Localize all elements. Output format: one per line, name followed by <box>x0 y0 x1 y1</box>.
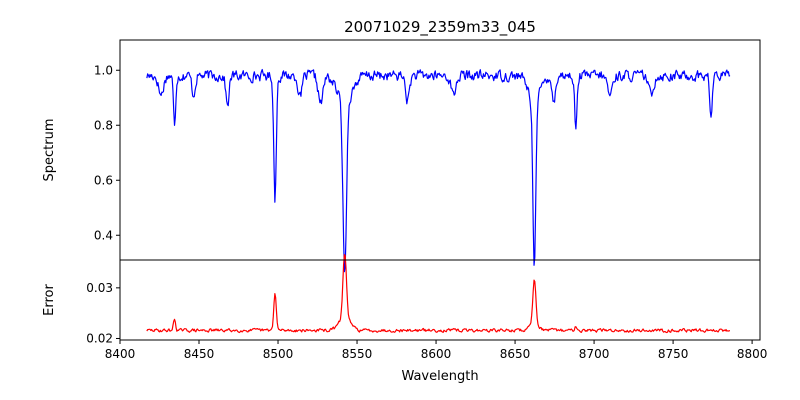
spectrum-y-label: Spectrum <box>42 119 57 182</box>
chart-title: 20071029_2359m33_045 <box>344 18 536 37</box>
x-axis-label: Wavelength <box>401 369 478 384</box>
spectrum-line <box>146 68 731 273</box>
spectrum-y-tick-label: 0.4 <box>94 228 113 242</box>
error-ticks: 0.02 0.03 8400 8450 8500 8550 8600 8650 8700 8750… <box>86 281 767 361</box>
x-tick-label: 8400 <box>105 347 136 361</box>
error-y-label: Error <box>42 284 57 316</box>
x-tick-label: 8750 <box>658 347 689 361</box>
error-y-tick-label: 0.02 <box>86 331 113 345</box>
x-tick-label: 8550 <box>342 347 373 361</box>
spectrum-y-tick-label: 0.6 <box>94 173 113 187</box>
error-axes-frame <box>119 259 761 341</box>
error-panel: 0.02 0.03 8400 8450 8500 8550 8600 8650 8700 8750… <box>86 253 767 361</box>
x-tick-label: 8650 <box>500 347 531 361</box>
x-tick-label: 8500 <box>263 347 294 361</box>
spectrum-ticks: 0.4 0.6 0.8 1.0 <box>94 63 120 242</box>
error-y-tick-label: 0.03 <box>86 281 113 295</box>
x-tick-label: 8450 <box>184 347 215 361</box>
x-tick-label: 8600 <box>421 347 452 361</box>
x-tick-label: 8800 <box>737 347 768 361</box>
spectrum-y-tick-label: 1.0 <box>94 63 113 77</box>
error-line <box>146 253 731 334</box>
x-tick-label: 8700 <box>579 347 610 361</box>
spectrum-panel: 0.4 0.6 0.8 1.0 <box>94 63 731 273</box>
spectrum-y-tick-label: 0.8 <box>94 118 113 132</box>
